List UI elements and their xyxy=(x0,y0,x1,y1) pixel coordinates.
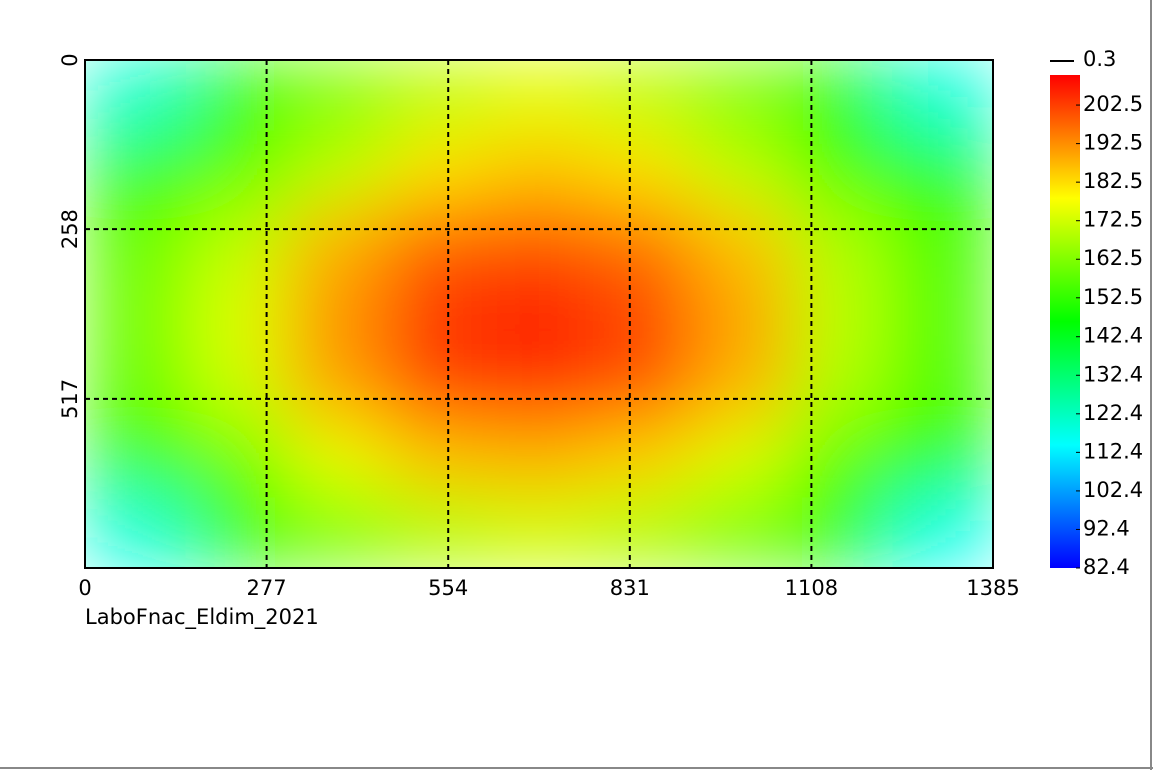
colorbar-tick-label: 92.4 xyxy=(1083,516,1130,540)
heatmap-cell xyxy=(589,60,691,134)
heatmap-cell xyxy=(892,495,993,568)
x-tick-label: 1385 xyxy=(966,576,1019,600)
heatmap-cell xyxy=(589,422,691,496)
colorbar-tick-label: 172.5 xyxy=(1083,208,1143,232)
heatmap-cell xyxy=(85,205,187,279)
heatmap-cell xyxy=(589,277,691,351)
heatmap-cell xyxy=(185,350,288,424)
colorbar-tick-label: 102.4 xyxy=(1083,478,1143,502)
heatmap-cell xyxy=(185,60,288,134)
heatmap-cell xyxy=(185,205,288,279)
heatmap-cell xyxy=(185,277,288,351)
heatmap-cell xyxy=(185,422,288,496)
heatmap-cell xyxy=(892,132,993,206)
heatmap-cell xyxy=(791,132,893,206)
colorbar-tick-label: 192.5 xyxy=(1083,131,1143,155)
heatmap-cell xyxy=(589,132,691,206)
heatmap-cell xyxy=(488,205,590,279)
heatmap-cell xyxy=(185,495,288,568)
heatmap-cell xyxy=(589,350,691,424)
caption: LaboFnac_Eldim_2021 xyxy=(85,605,319,630)
heatmap-cell xyxy=(791,495,893,568)
heatmap-cell xyxy=(488,350,590,424)
heatmap-cell xyxy=(85,422,187,496)
x-tick-label: 831 xyxy=(610,576,650,600)
heatmap-cell xyxy=(286,422,389,496)
heatmap-cell xyxy=(387,350,490,424)
heatmap-cell xyxy=(488,277,590,351)
colorbar-tick-label: 162.5 xyxy=(1083,246,1143,270)
heatmap-cell xyxy=(286,350,389,424)
colorbar-tick-label: 122.4 xyxy=(1083,401,1143,425)
heatmap-cell xyxy=(85,350,187,424)
overlay: 0 277 554 831 1108 1385 0 258 517 82.4 92.4 102.4 11… xyxy=(58,47,1143,600)
x-tick-label: 554 xyxy=(428,576,468,600)
heatmap-cell xyxy=(488,60,590,134)
heatmap-cell xyxy=(791,422,893,496)
heatmap-cell xyxy=(488,495,590,568)
heatmap xyxy=(85,60,993,568)
heatmap-cell xyxy=(387,132,490,206)
heatmap-cell xyxy=(690,132,792,206)
y-tick-label: 0 xyxy=(58,53,82,66)
marker-label: 0.3 xyxy=(1083,47,1116,71)
heatmap-cell xyxy=(791,60,893,134)
heatmap-cell xyxy=(387,205,490,279)
colorbar-tick-label: 82.4 xyxy=(1083,555,1130,579)
heatmap-cell xyxy=(892,205,993,279)
heatmap-cell xyxy=(286,205,389,279)
x-tick-label: 1108 xyxy=(785,576,838,600)
heatmap-cell xyxy=(892,277,993,351)
heatmap-cell xyxy=(85,132,187,206)
heatmap-cell xyxy=(286,495,389,568)
heatmap-cell xyxy=(892,422,993,496)
y-tick-label: 517 xyxy=(58,379,82,419)
colorbar-tick-label: 132.4 xyxy=(1083,362,1143,386)
heatmap-cell xyxy=(286,60,389,134)
plot-frame xyxy=(84,59,994,569)
heatmap-cell xyxy=(286,132,389,206)
heatmap-cell xyxy=(690,350,792,424)
heatmap-cell xyxy=(791,350,893,424)
heatmap-cell xyxy=(690,205,792,279)
colorbar-tick-label: 182.5 xyxy=(1083,169,1143,193)
x-tick-label: 277 xyxy=(247,576,287,600)
heatmap-cell xyxy=(892,60,993,134)
heatmap-cell xyxy=(589,495,691,568)
heatmap-cell xyxy=(791,205,893,279)
heatmap-cell xyxy=(690,495,792,568)
colorbar-tick-label: 202.5 xyxy=(1083,92,1143,116)
y-tick-label: 258 xyxy=(58,209,82,249)
heatmap-cell xyxy=(690,277,792,351)
heatmap-cell xyxy=(387,60,490,134)
heatmap-cell xyxy=(690,422,792,496)
colorbar xyxy=(1050,75,1080,568)
heatmap-cell xyxy=(185,132,288,206)
heatmap-cell xyxy=(387,495,490,568)
heatmap-cell xyxy=(690,60,792,134)
colorbar-tick-label: 152.5 xyxy=(1083,285,1143,309)
colorbar-tick-label: 142.4 xyxy=(1083,324,1143,348)
heatmap-cell xyxy=(85,495,187,568)
heatmap-cell xyxy=(791,277,893,351)
heatmap-cell xyxy=(85,60,187,134)
x-tick-label: 0 xyxy=(78,576,91,600)
heatmap-cell xyxy=(387,277,490,351)
heatmap-cell xyxy=(589,205,691,279)
heatmap-cell xyxy=(488,422,590,496)
heatmap-cell xyxy=(286,277,389,351)
heatmap-cells xyxy=(85,60,993,568)
colorbar-tick-label: 112.4 xyxy=(1083,439,1143,463)
heatmap-cell xyxy=(85,277,187,351)
heatmap-cell xyxy=(488,132,590,206)
heatmap-cell xyxy=(387,422,490,496)
heatmap-cell xyxy=(892,350,993,424)
